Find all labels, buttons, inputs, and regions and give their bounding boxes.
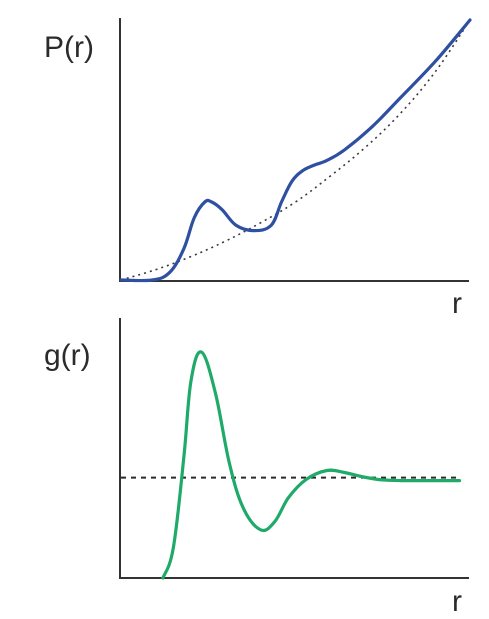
pr-y-label: P(r): [44, 31, 94, 64]
pr-x-label: r: [452, 287, 462, 320]
gr-series-group: [121, 350, 462, 580]
gr-chart: g(r) r: [44, 318, 469, 618]
gr-x-label: r: [452, 585, 462, 618]
gr-curve: [161, 350, 462, 580]
pr-reference-dotted-line: [120, 19, 471, 281]
pr-curve: [119, 18, 472, 283]
pr-series-group: [119, 18, 472, 283]
gr-y-label: g(r): [44, 339, 91, 372]
pr-chart: P(r) r: [44, 18, 472, 320]
